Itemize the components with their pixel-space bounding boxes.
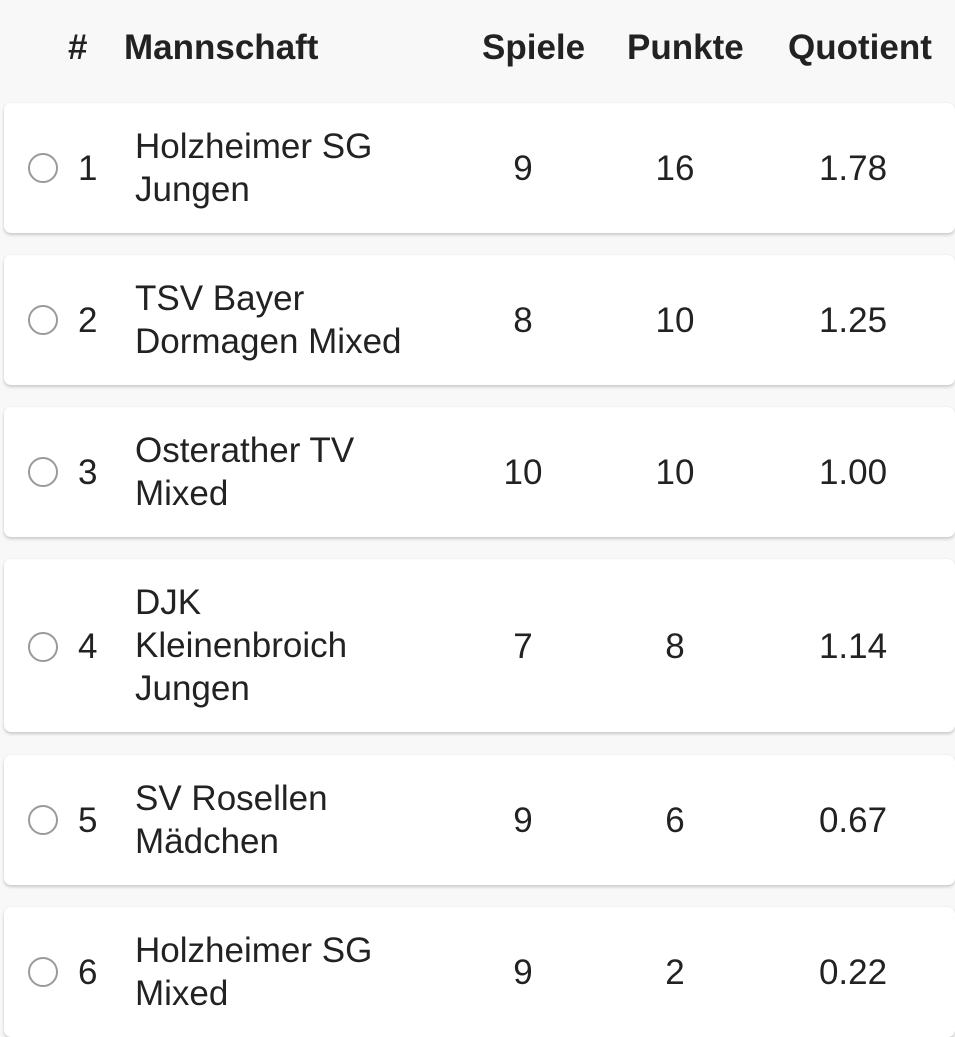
- row-team-name: Holzheimer SG Mixed: [135, 931, 373, 1013]
- table-row[interactable]: 3 Osterather TV Mixed 10 10 1.00: [4, 407, 955, 537]
- column-header-team[interactable]: Mannschaft: [124, 28, 319, 67]
- row-games: 7: [513, 627, 533, 666]
- row-rank: 4: [78, 627, 98, 666]
- row-quotient: 1.00: [818, 453, 888, 492]
- row-select-radio[interactable]: [28, 632, 58, 662]
- row-games: 8: [513, 301, 533, 340]
- row-points: 10: [655, 453, 695, 492]
- column-header-points[interactable]: Punkte: [627, 28, 744, 67]
- column-header-rank[interactable]: #: [68, 28, 88, 67]
- row-quotient: 1.25: [818, 301, 888, 340]
- row-points: 16: [655, 149, 695, 188]
- row-select-radio[interactable]: [28, 457, 58, 487]
- row-points: 2: [665, 953, 685, 992]
- row-team-name: TSV Bayer Dormagen Mixed: [135, 279, 402, 361]
- row-team-name: DJK Kleinenbroich Jungen: [135, 583, 348, 708]
- table-row[interactable]: 5 SV Rosellen Mädchen 9 6 0.67: [4, 755, 955, 885]
- row-team-name: Osterather TV Mixed: [135, 431, 355, 513]
- table-row[interactable]: 6 Holzheimer SG Mixed 9 2 0.22: [4, 907, 955, 1037]
- row-quotient: 1.14: [818, 627, 888, 666]
- table-row[interactable]: 2 TSV Bayer Dormagen Mixed 8 10 1.25: [4, 255, 955, 385]
- row-quotient: 0.67: [818, 801, 888, 840]
- row-points: 8: [665, 627, 685, 666]
- row-rank: 1: [78, 149, 98, 188]
- row-team-name: SV Rosellen Mädchen: [135, 779, 328, 861]
- row-games: 9: [513, 953, 533, 992]
- row-select-radio[interactable]: [28, 805, 58, 835]
- row-games: 10: [503, 453, 543, 492]
- table-row[interactable]: 4 DJK Kleinenbroich Jungen 7 8 1.14: [4, 559, 955, 732]
- row-rank: 2: [78, 301, 98, 340]
- row-quotient: 1.78: [818, 149, 888, 188]
- row-select-radio[interactable]: [28, 305, 58, 335]
- row-rank: 6: [78, 953, 98, 992]
- row-select-radio[interactable]: [28, 957, 58, 987]
- row-rank: 3: [78, 453, 98, 492]
- column-header-quotient[interactable]: Quotient: [788, 28, 932, 67]
- row-quotient: 0.22: [818, 953, 888, 992]
- row-team-name: Holzheimer SG Jungen: [135, 127, 373, 209]
- row-games: 9: [513, 149, 533, 188]
- row-games: 9: [513, 801, 533, 840]
- standings-header: # Mannschaft Spiele Punkte Quotient: [0, 0, 955, 100]
- column-header-games[interactable]: Spiele: [482, 28, 586, 67]
- row-points: 6: [665, 801, 685, 840]
- row-points: 10: [655, 301, 695, 340]
- row-rank: 5: [78, 801, 98, 840]
- table-row[interactable]: 1 Holzheimer SG Jungen 9 16 1.78: [4, 103, 955, 233]
- row-select-radio[interactable]: [28, 153, 58, 183]
